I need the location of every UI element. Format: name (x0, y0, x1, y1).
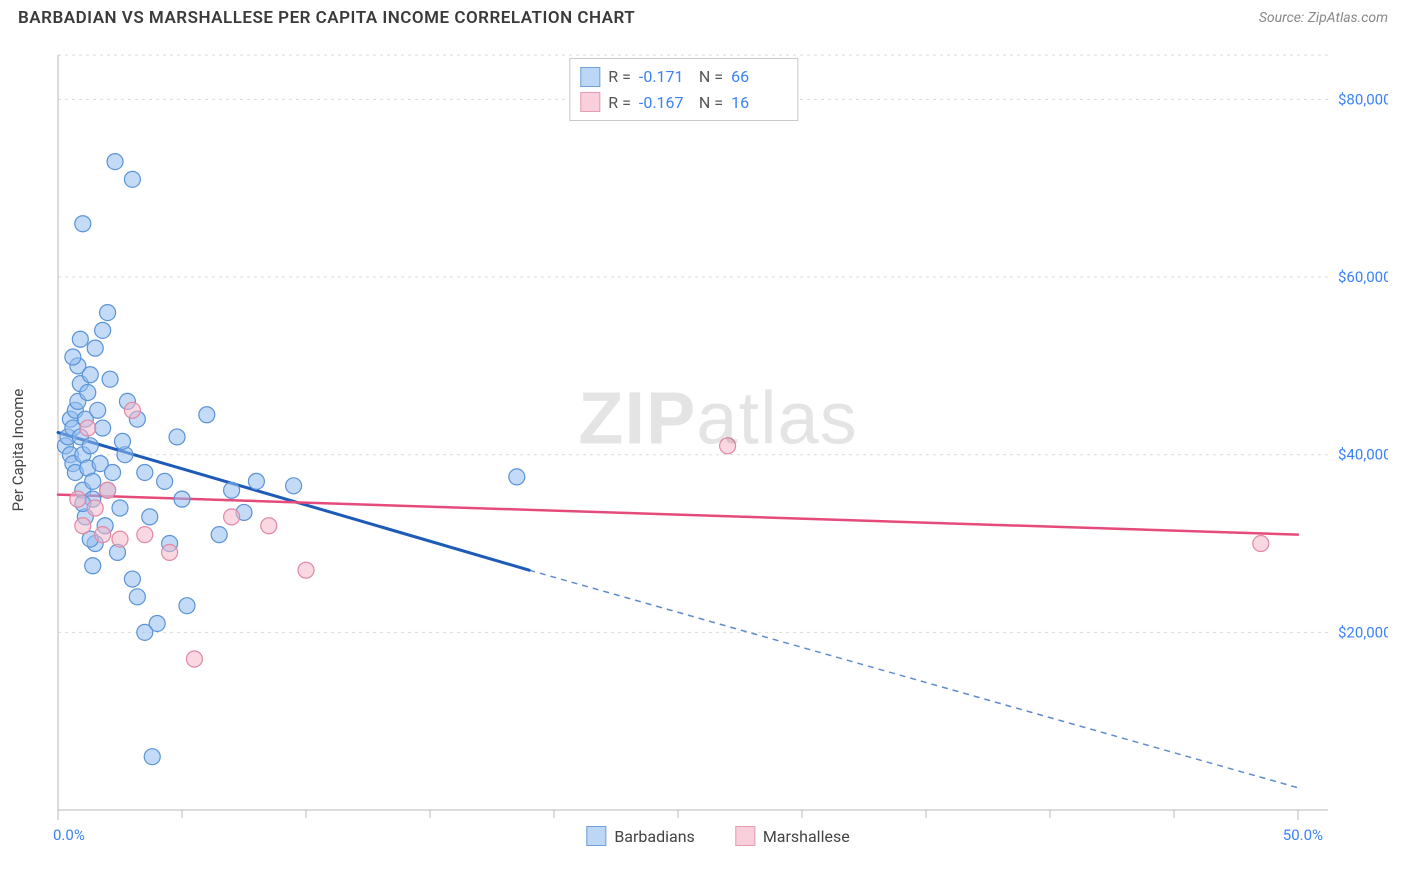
chart-svg: $20,000 $40,000 $60,000 $80,000 0.0% 50.0% (48, 50, 1388, 850)
r-value-marshallese: -0.167 (639, 90, 691, 116)
chart-title: BARBADIAN VS MARSHALLESE PER CAPITA INCO… (18, 8, 635, 28)
svg-text:$80,000: $80,000 (1338, 90, 1388, 108)
source-attribution: Source: ZipAtlas.com (1259, 10, 1388, 26)
stats-row-barbadians: R = -0.171 N = 66 (580, 64, 783, 90)
y-axis-label: Per Capita Income (9, 389, 27, 512)
n-label: N = (699, 90, 723, 116)
chart-header: BARBADIAN VS MARSHALLESE PER CAPITA INCO… (0, 0, 1406, 32)
r-label: R = (608, 90, 631, 116)
legend-item-marshallese: Marshallese (735, 826, 850, 846)
legend-label-barbadians: Barbadians (614, 827, 695, 846)
bottom-legend: Barbadians Marshallese (586, 826, 849, 846)
n-value-barbadians: 66 (731, 64, 783, 90)
svg-text:$60,000: $60,000 (1338, 268, 1388, 286)
stats-row-marshallese: R = -0.167 N = 16 (580, 90, 783, 116)
n-value-marshallese: 16 (731, 90, 783, 116)
r-value-barbadians: -0.171 (639, 64, 691, 90)
stats-legend-box: R = -0.171 N = 66 R = -0.167 N = 16 (569, 58, 798, 121)
chart-area: Per Capita Income ZIPatlas $20,000$40,00… (48, 50, 1388, 850)
svg-text:$20,000: $20,000 (1338, 623, 1388, 641)
swatch-barbadians-icon (586, 826, 606, 846)
svg-text:0.0%: 0.0% (53, 826, 85, 844)
swatch-marshallese-icon (580, 92, 600, 112)
svg-text:$40,000: $40,000 (1338, 446, 1388, 464)
legend-item-barbadians: Barbadians (586, 826, 695, 846)
swatch-marshallese-icon (735, 826, 755, 846)
svg-text:50.0%: 50.0% (1283, 826, 1323, 844)
legend-label-marshallese: Marshallese (763, 827, 850, 846)
swatch-barbadians-icon (580, 67, 600, 87)
n-label: N = (699, 64, 723, 90)
r-label: R = (608, 64, 631, 90)
